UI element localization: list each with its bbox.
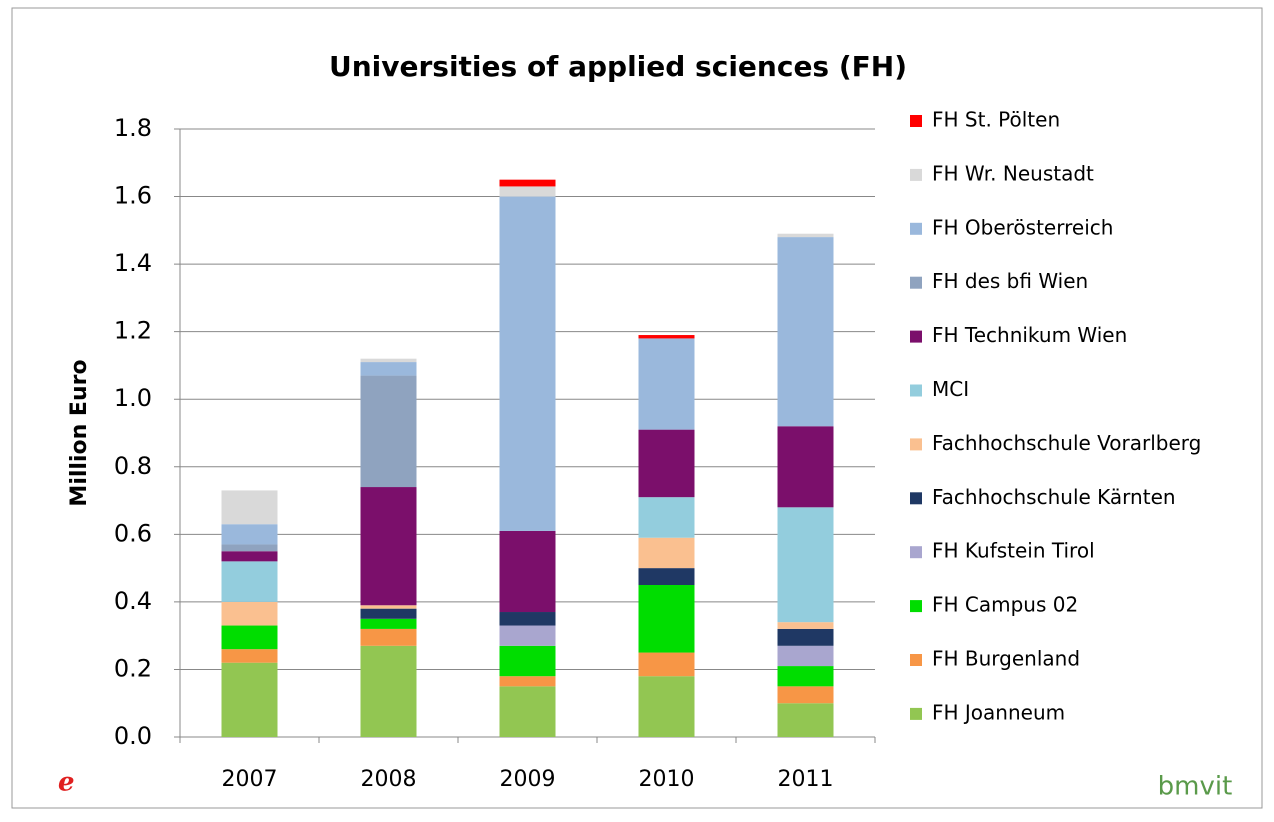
legend-swatch (910, 654, 922, 666)
bar-segment (777, 622, 834, 629)
x-tick-label: 2010 (639, 767, 695, 792)
y-axis-label: Million Euro (67, 359, 92, 506)
bar-segment (499, 612, 556, 626)
bar-segment (777, 233, 834, 238)
bar-segment (221, 524, 278, 545)
bar-segment (221, 490, 278, 525)
x-tick-label: 2011 (778, 767, 834, 792)
legend-swatch (910, 546, 922, 559)
bar-segment (499, 686, 556, 737)
legend-label: FH Campus 02 (932, 593, 1078, 617)
legend-swatch (910, 115, 922, 127)
y-tick-label: 0.0 (114, 722, 152, 750)
legend-swatch (910, 492, 922, 505)
y-tick-label: 0.4 (114, 587, 152, 615)
legend-label: FH Kufstein Tirol (932, 539, 1095, 563)
legend-swatch (910, 330, 922, 343)
bar-segment (221, 625, 278, 650)
y-tick-label: 0.6 (114, 519, 152, 547)
legend-label: FH Burgenland (932, 647, 1080, 671)
bar-segment (360, 362, 417, 376)
bar-segment (360, 358, 417, 363)
bar-segment (499, 186, 556, 197)
legend-swatch (910, 276, 922, 289)
x-tick-label: 2007 (222, 767, 278, 792)
bar-segment (777, 645, 834, 667)
bar-segment (638, 338, 695, 430)
legend-swatch (910, 707, 922, 720)
bar-segment (221, 544, 278, 552)
bar-segment (499, 179, 556, 187)
bar-segment (777, 666, 834, 687)
bar-segment (221, 649, 278, 663)
logo: bmvit (1158, 772, 1233, 802)
bar-segment (221, 551, 278, 562)
bar-segment (499, 645, 556, 677)
bar-segment (777, 237, 834, 427)
bar-segment (360, 645, 417, 737)
bar-segment (360, 605, 417, 609)
legend-swatch (910, 222, 922, 235)
logo-mark: ℯ (58, 768, 75, 798)
bar-segment (638, 429, 695, 498)
legend-label: FH Joanneum (932, 700, 1065, 724)
bar-segment (360, 375, 417, 488)
bar-segment (499, 676, 556, 687)
bar-segment (221, 662, 278, 737)
legend-label: FH Oberösterreich (932, 215, 1113, 239)
y-tick-label: 1.2 (114, 317, 152, 345)
bar-segment (777, 686, 834, 704)
bar-segment (638, 652, 695, 677)
bar-segment (638, 497, 695, 538)
y-tick-label: 1.6 (114, 182, 152, 210)
y-tick-label: 0.8 (114, 452, 152, 480)
bar-segment (360, 618, 417, 629)
y-tick-label: 1.0 (114, 384, 152, 412)
bar-segment (221, 561, 278, 602)
bar-segment (499, 196, 556, 531)
bar-segment (638, 537, 695, 569)
x-tick-label: 2009 (500, 767, 556, 792)
bar-segment (360, 608, 417, 619)
legend-label: FH St. Pölten (932, 108, 1060, 132)
bar-segment (360, 628, 417, 646)
bar-segment (638, 585, 695, 653)
legend-label: FH Technikum Wien (932, 323, 1127, 347)
legend-swatch (910, 600, 922, 613)
bar-segment (777, 703, 834, 737)
legend-label: FH des bfi Wien (932, 269, 1088, 293)
legend-swatch (910, 438, 922, 451)
bar-segment (777, 426, 834, 508)
legend-swatch (910, 168, 922, 181)
bar-segment (499, 625, 556, 646)
bar-segment (638, 568, 695, 585)
y-tick-label: 1.8 (114, 114, 152, 142)
legend-label: Fachhochschule Vorarlberg (932, 431, 1201, 455)
bar-segment (777, 507, 834, 623)
x-tick-label: 2008 (361, 767, 417, 792)
legend-swatch (910, 384, 922, 397)
bar-segment (360, 487, 417, 606)
chart-frame (11, 7, 1263, 809)
bar-segment (638, 335, 695, 339)
bar-segment (499, 530, 556, 613)
y-tick-label: 1.4 (114, 249, 152, 277)
bar-segment (221, 601, 278, 626)
legend-label: FH Wr. Neustadt (932, 161, 1094, 185)
legend-label: Fachhochschule Kärnten (932, 485, 1176, 509)
bar-segment (777, 628, 834, 646)
y-tick-label: 0.2 (114, 654, 152, 682)
chart-title: Universities of applied sciences (FH) (329, 50, 907, 83)
legend-label: MCI (932, 377, 969, 401)
bar-segment (638, 676, 695, 737)
